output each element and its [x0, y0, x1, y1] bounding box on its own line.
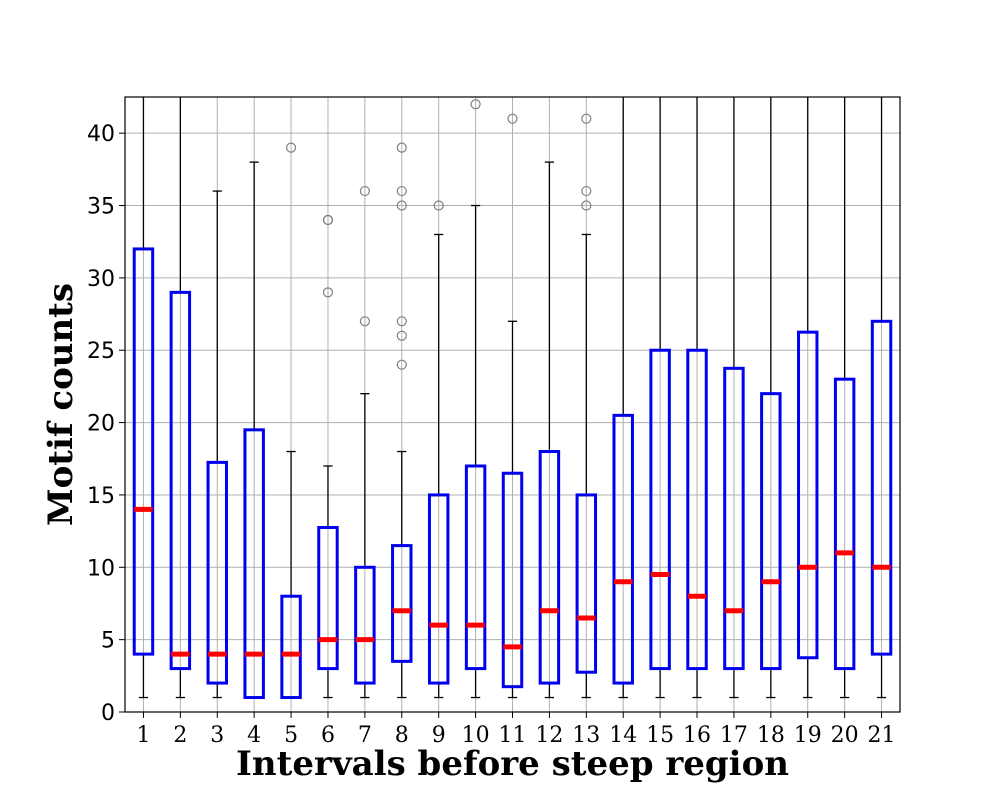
box-iqr: [723, 366, 745, 671]
box-iqr: [870, 319, 893, 656]
x-tick-label: 7: [358, 723, 372, 748]
box-group: [354, 185, 376, 699]
y-tick-label: 15: [87, 484, 115, 509]
box-iqr: [464, 464, 487, 671]
x-tick-label: 19: [794, 723, 822, 748]
outlier-point: [507, 113, 518, 124]
box-iqr: [686, 348, 708, 671]
x-tick-label: 14: [609, 723, 637, 748]
box-iqr: [501, 471, 524, 689]
x-tick-label: 1: [136, 723, 150, 748]
x-tick-label: 8: [395, 723, 409, 748]
outlier-point: [322, 214, 334, 226]
box-iqr: [243, 428, 265, 700]
box-group: [132, 97, 155, 699]
box-group: [612, 97, 634, 699]
y-tick-label: 10: [87, 556, 115, 581]
box-iqr: [354, 565, 376, 685]
box-group: [797, 97, 819, 699]
y-tick-label: 40: [87, 122, 115, 147]
y-tick-label: 25: [87, 339, 115, 364]
outlier-point: [285, 142, 297, 153]
box-group: [280, 142, 302, 700]
box-group: [760, 97, 782, 699]
x-tick-label: 16: [683, 723, 711, 748]
outlier-point: [396, 359, 407, 370]
box-iqr: [538, 450, 561, 685]
outlier-point: [396, 200, 407, 211]
y-tick-label: 35: [87, 195, 115, 220]
x-tick-label: 13: [572, 723, 600, 748]
x-tick-label: 10: [462, 723, 490, 748]
x-tick-label: 11: [499, 723, 527, 748]
box-group: [391, 142, 413, 699]
box-iqr: [280, 594, 302, 700]
box-group: [501, 113, 524, 699]
x-tick-label: 12: [535, 723, 563, 748]
outlier-point: [396, 316, 407, 327]
y-tick-label: 30: [87, 267, 115, 292]
x-tick-label: 21: [868, 723, 896, 748]
box-group: [206, 190, 228, 699]
box-iqr: [132, 247, 155, 656]
box-iqr: [427, 493, 450, 685]
outlier-point: [396, 142, 407, 153]
box-iqr: [206, 460, 228, 685]
outlier-point: [396, 185, 407, 197]
y-axis-ticks: 0 5 10 15 20 25 30 35 40: [87, 122, 125, 726]
outlier-point: [470, 99, 481, 110]
y-tick-label: 5: [101, 629, 115, 654]
x-tick-label: 9: [432, 723, 446, 748]
box-group: [686, 97, 708, 699]
y-tick-label: 20: [87, 412, 115, 437]
box-group: [317, 214, 339, 699]
box-group: [427, 200, 450, 699]
outlier-point: [396, 330, 407, 341]
box-series: [132, 97, 893, 700]
outlier-point: [322, 287, 334, 298]
outlier-point: [359, 185, 370, 197]
box-iqr: [169, 290, 192, 671]
x-tick-label: 20: [831, 723, 859, 748]
outlier-point: [581, 200, 592, 211]
box-group: [538, 161, 561, 699]
box-iqr: [575, 493, 598, 674]
x-tick-label: 6: [321, 723, 335, 748]
box-iqr: [760, 392, 782, 671]
box-group: [833, 97, 856, 699]
box-group: [464, 99, 487, 699]
outlier-point: [581, 185, 592, 197]
box-iqr: [317, 526, 339, 671]
x-tick-label: 5: [284, 723, 298, 748]
y-tick-label: 0: [101, 701, 115, 726]
box-iqr: [797, 330, 819, 660]
box-group: [649, 97, 671, 699]
box-iqr: [649, 348, 671, 671]
box-group: [723, 97, 745, 699]
x-tick-label: 17: [720, 723, 748, 748]
x-axis-title: Intervals before steep region: [236, 744, 789, 784]
outlier-point: [359, 316, 370, 327]
outlier-point: [433, 200, 444, 211]
x-axis-ticks: 1 2 3 4 5 6 7 8 9 10 11 12 13 14 15 16 17 18 19 20 21: [136, 712, 896, 748]
box-iqr: [833, 377, 856, 671]
x-tick-label: 18: [757, 723, 785, 748]
y-axis-title: Motif counts: [41, 283, 81, 526]
box-group: [870, 97, 893, 699]
box-iqr: [612, 413, 634, 685]
outlier-point: [581, 113, 592, 124]
x-tick-label: 4: [247, 723, 261, 748]
x-tick-label: 15: [646, 723, 674, 748]
box-iqr: [391, 544, 413, 663]
x-tick-label: 3: [210, 723, 224, 748]
box-group: [169, 97, 192, 699]
box-group: [575, 113, 598, 699]
x-tick-label: 2: [173, 723, 187, 748]
box-group: [243, 161, 265, 700]
